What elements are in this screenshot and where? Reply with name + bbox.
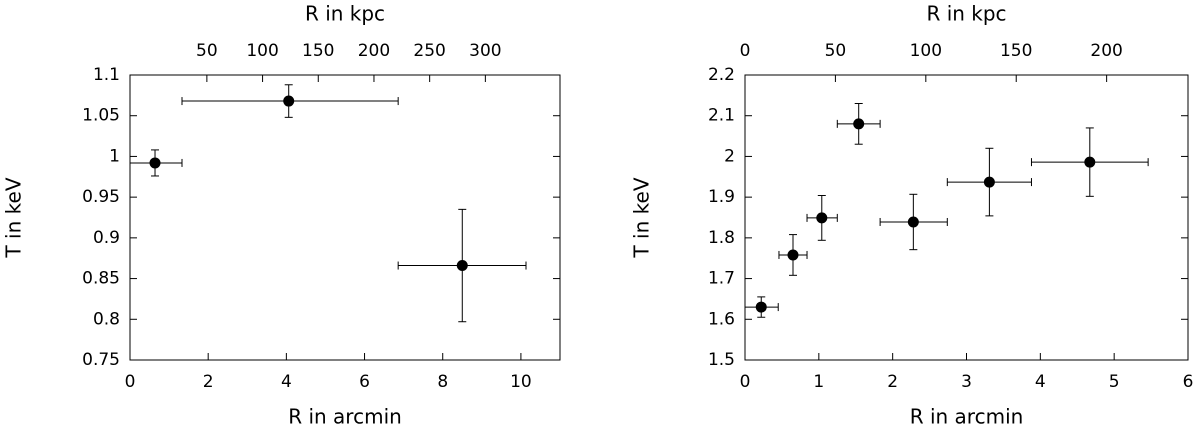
x2-tick-label: 300	[469, 41, 501, 61]
y-tick-label: 2	[724, 146, 735, 166]
y-tick-label: 1.5	[708, 350, 735, 370]
x2-axis-label: R in kpc	[926, 2, 1006, 26]
x2-tick-label: 100	[246, 41, 278, 61]
point	[853, 118, 865, 130]
x-tick-label: 8	[437, 372, 448, 392]
x-tick-label: 2	[203, 372, 214, 392]
y-tick-label: 0.95	[82, 187, 120, 207]
x2-axis-label: R in kpc	[305, 2, 385, 26]
y-tick-label: 1.7	[708, 269, 735, 289]
y-tick-label: 2.1	[708, 106, 735, 126]
x2-tick-label: 50	[196, 41, 218, 61]
x2-tick-label: 200	[1090, 41, 1122, 61]
x-tick-label: 6	[359, 372, 370, 392]
x2-tick-label: 200	[358, 41, 390, 61]
y-tick-label: 0.9	[93, 228, 120, 248]
point	[755, 301, 767, 313]
y-tick-label: 1.6	[708, 309, 735, 329]
x-tick-label: 3	[961, 372, 972, 392]
x-tick-label: 5	[1109, 372, 1120, 392]
x2-tick-label: 150	[1000, 41, 1032, 61]
x2-tick-label: 250	[413, 41, 445, 61]
y-tick-label: 0.8	[93, 309, 120, 329]
x-tick-label: 4	[1035, 372, 1046, 392]
x-axis-label: R in arcmin	[288, 405, 402, 429]
x2-tick-label: 100	[910, 41, 942, 61]
x-tick-label: 2	[887, 372, 898, 392]
point	[907, 216, 919, 228]
x-tick-label: 4	[281, 372, 292, 392]
x2-tick-label: 50	[825, 41, 847, 61]
point	[787, 249, 799, 261]
y-tick-label: 0.85	[82, 269, 120, 289]
y-tick-label: 0.75	[82, 350, 120, 370]
x-tick-label: 0	[740, 372, 751, 392]
y-tick-label: 1.1	[93, 65, 120, 85]
x-tick-label: 0	[125, 372, 136, 392]
point	[816, 212, 828, 224]
x-tick-label: 10	[510, 372, 532, 392]
point	[149, 157, 161, 169]
x-tick-label: 6	[1183, 372, 1194, 392]
x-tick-label: 1	[813, 372, 824, 392]
y-axis-label: T in keV	[630, 177, 654, 258]
x2-tick-label: 0	[740, 41, 751, 61]
point	[1084, 156, 1096, 168]
plot-frame	[129, 74, 561, 361]
point	[283, 95, 295, 107]
y-tick-label: 1.8	[708, 228, 735, 248]
point	[983, 176, 995, 188]
y-tick-label: 1.9	[708, 187, 735, 207]
y-tick-label: 2.2	[708, 65, 735, 85]
y-tick-label: 1.05	[82, 106, 120, 126]
point	[456, 260, 468, 272]
x-axis-label: R in arcmin	[910, 405, 1024, 429]
y-tick-label: 1	[109, 146, 120, 166]
y-axis-label: T in keV	[2, 177, 26, 258]
x2-tick-label: 150	[302, 41, 334, 61]
